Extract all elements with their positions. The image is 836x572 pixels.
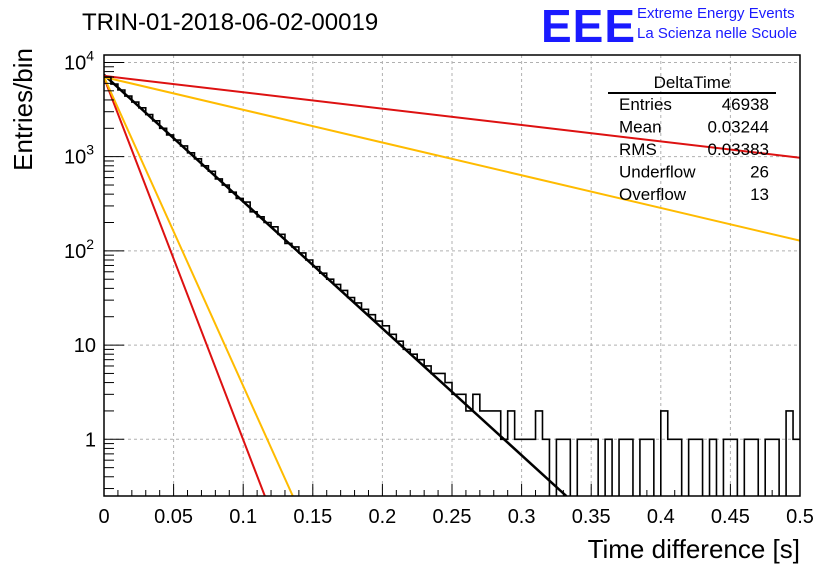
stats-label: Entries — [619, 95, 672, 114]
y-tick-label: 104 — [64, 47, 94, 74]
x-tick-label: 0.4 — [647, 506, 675, 528]
stats-box: DeltaTime Entries 46938 Mean 0.03244 RMS 0.03… — [608, 73, 776, 204]
stats-value: 46938 — [722, 95, 769, 114]
x-tick-label: 0.3 — [508, 506, 536, 528]
x-tick-label: 0 — [98, 506, 109, 528]
fit-line-4 — [104, 74, 800, 159]
plot-area — [104, 73, 800, 496]
x-tick-label: 0.2 — [368, 506, 396, 528]
eee-logo: EEE Extreme Energy Events La Scienza nel… — [541, 0, 797, 52]
stats-value: 26 — [750, 163, 769, 182]
stats-label: Overflow — [619, 185, 687, 204]
logo-mark: EEE — [541, 0, 636, 52]
stats-value: 0.03383 — [708, 140, 769, 159]
x-tick-label: 0.5 — [786, 506, 814, 528]
histogram-steps — [104, 76, 800, 496]
x-tick-label: 0.35 — [572, 506, 611, 528]
y-tick-label: 10 — [74, 335, 96, 357]
fit-line-5 — [104, 76, 800, 242]
x-tick-label: 0.25 — [433, 506, 472, 528]
x-tick-label: 0.45 — [711, 506, 750, 528]
stats-value: 0.03244 — [708, 118, 769, 137]
y-axis-label: Entries/bin — [8, 48, 38, 171]
stats-label: RMS — [619, 140, 657, 159]
page-title: TRIN-01-2018-06-02-00019 — [82, 9, 378, 36]
y-tick-label: 102 — [64, 236, 94, 263]
stats-label: Underflow — [619, 163, 696, 182]
stats-title: DeltaTime — [654, 73, 731, 92]
logo-line-1: Extreme Energy Events — [637, 5, 795, 22]
fit-line-3 — [104, 76, 294, 496]
axis-ticks: 0 0.05 0.1 0.15 0.2 0.25 0.3 0.35 0.4 0.45 0.5 1 10 1… — [64, 47, 814, 528]
logo-line-2: La Scienza nelle Scuole — [637, 25, 797, 42]
x-axis-label: Time difference [s] — [588, 534, 800, 564]
x-tick-label: 0.1 — [229, 506, 257, 528]
y-tick-label: 103 — [64, 142, 94, 169]
stats-label: Mean — [619, 118, 662, 137]
grid — [103, 55, 801, 496]
y-tick-label: 1 — [85, 429, 96, 451]
fit-line-2 — [104, 77, 266, 496]
x-tick-label: 0.15 — [293, 506, 332, 528]
x-tick-label: 0.05 — [154, 506, 193, 528]
stats-value: 13 — [750, 185, 769, 204]
